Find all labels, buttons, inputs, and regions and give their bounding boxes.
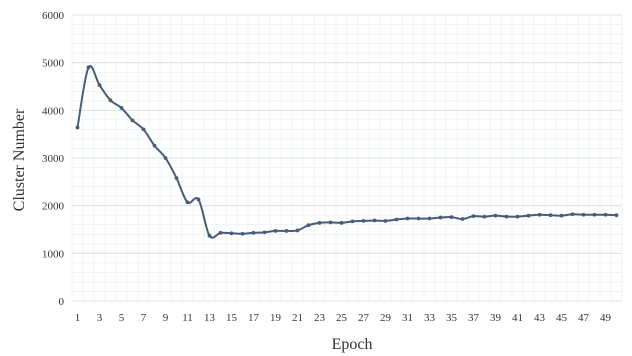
data-point	[339, 220, 344, 225]
x-tick-label: 17	[248, 312, 260, 324]
data-point	[449, 215, 454, 220]
y-axis-label: Cluster Number	[11, 108, 28, 211]
data-point	[537, 212, 542, 217]
data-point	[284, 229, 289, 233]
data-point	[119, 106, 124, 110]
data-point	[559, 213, 564, 218]
x-tick-label: 29	[380, 312, 392, 324]
data-point	[262, 230, 267, 235]
data-point	[350, 219, 355, 224]
data-point	[383, 219, 388, 223]
x-tick-label: 39	[490, 312, 502, 324]
data-point	[548, 213, 553, 218]
data-point	[295, 228, 300, 233]
data-point	[207, 233, 212, 238]
data-point	[317, 220, 322, 225]
data-point	[229, 231, 234, 236]
x-tick-label: 49	[600, 312, 612, 324]
x-tick-label: 45	[556, 312, 568, 324]
x-tick-label: 19	[270, 312, 282, 324]
x-tick-label: 13	[204, 312, 216, 324]
x-axis-label: Epoch	[332, 336, 373, 353]
y-tick-label: 6000	[42, 10, 65, 22]
data-point	[526, 213, 531, 218]
x-tick-label: 37	[468, 312, 480, 324]
data-point	[603, 212, 608, 217]
data-point	[273, 229, 278, 233]
y-tick-label: 3000	[42, 153, 65, 165]
x-tick-label: 11	[182, 312, 193, 324]
series-layer	[75, 64, 619, 239]
data-point	[592, 212, 597, 217]
data-point	[163, 156, 168, 160]
data-point	[174, 176, 179, 180]
x-tick-label: 35	[446, 312, 458, 324]
data-point	[306, 223, 311, 228]
x-tick-label: 41	[512, 312, 523, 324]
y-tick-label: 0	[59, 296, 65, 308]
data-point	[504, 214, 509, 219]
data-point	[570, 212, 575, 217]
x-tick-label: 31	[402, 312, 413, 324]
data-point	[471, 214, 476, 219]
data-point	[86, 65, 91, 70]
data-point	[75, 125, 80, 130]
x-tick-label: 33	[424, 312, 436, 324]
x-tick-label: 3	[97, 312, 103, 324]
x-tick-label: 25	[336, 312, 348, 324]
x-tick-label: 7	[141, 312, 147, 324]
data-point	[614, 213, 619, 218]
x-tick-label: 1	[75, 312, 81, 324]
data-point	[328, 220, 333, 225]
gridlines	[71, 14, 623, 302]
x-tick-label: 9	[163, 312, 169, 324]
y-tick-label: 5000	[42, 58, 65, 70]
x-tick-label: 5	[119, 312, 125, 324]
data-point	[108, 98, 113, 103]
y-tick-labels: 0 1000 2000 3000 4000 5000 6000	[42, 10, 65, 308]
x-tick-label: 47	[578, 312, 590, 324]
data-point	[581, 212, 586, 217]
data-point	[152, 143, 157, 148]
data-point	[515, 214, 520, 219]
data-point	[372, 218, 377, 223]
x-tick-labels: 1 3 5 7 9 11 13 15 17 19 21 23 25 27 29 31 33 35 37 39 41 43 4…	[75, 312, 612, 324]
x-tick-label: 21	[292, 312, 303, 324]
data-point	[482, 214, 487, 219]
x-tick-label: 15	[226, 312, 238, 324]
data-point	[427, 216, 432, 221]
data-point	[185, 200, 190, 205]
data-point	[218, 230, 223, 235]
data-point	[97, 83, 102, 87]
data-point	[405, 216, 410, 221]
data-point	[416, 216, 421, 221]
x-tick-label: 23	[314, 312, 326, 324]
y-tick-label: 1000	[42, 248, 65, 260]
data-point	[438, 215, 443, 220]
data-point	[493, 213, 498, 218]
data-point	[460, 217, 465, 221]
y-tick-label: 4000	[42, 105, 65, 117]
x-tick-label: 27	[358, 312, 370, 324]
y-tick-label: 2000	[42, 201, 65, 213]
data-point	[251, 230, 256, 235]
data-point	[361, 219, 366, 223]
data-point	[240, 231, 245, 236]
data-point	[394, 217, 399, 222]
data-point	[141, 127, 146, 132]
x-tick-label: 43	[534, 312, 546, 324]
data-point	[196, 197, 201, 202]
data-point	[130, 118, 135, 123]
